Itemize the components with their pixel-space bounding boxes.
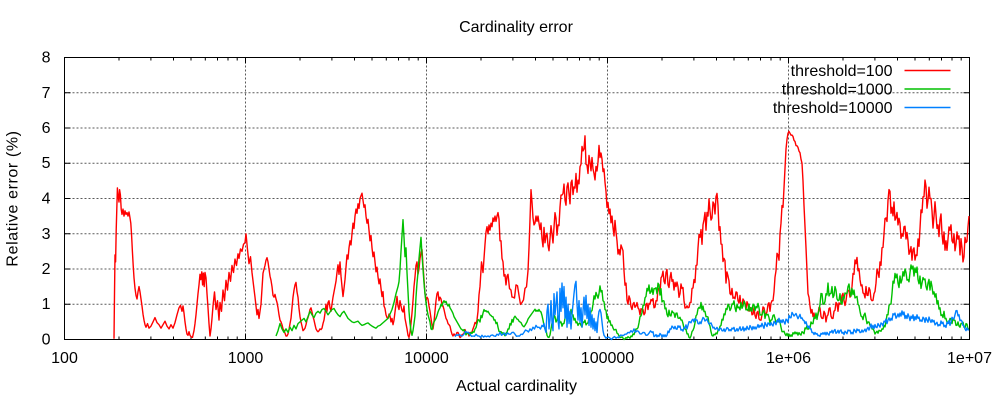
svg-text:100: 100 <box>51 350 78 367</box>
svg-text:threshold=10000: threshold=10000 <box>773 100 893 117</box>
svg-text:8: 8 <box>42 50 51 67</box>
svg-text:1000: 1000 <box>228 350 264 367</box>
svg-text:threshold=100: threshold=100 <box>791 63 893 80</box>
svg-text:100000: 100000 <box>581 350 634 367</box>
svg-text:threshold=1000: threshold=1000 <box>782 82 893 99</box>
svg-text:4: 4 <box>42 191 51 208</box>
svg-text:10000: 10000 <box>404 350 449 367</box>
svg-text:Actual cardinality: Actual cardinality <box>456 378 577 395</box>
svg-text:0: 0 <box>42 332 51 349</box>
svg-text:3: 3 <box>42 226 51 243</box>
svg-text:Cardinality error: Cardinality error <box>459 19 573 36</box>
svg-text:1e+06: 1e+06 <box>766 350 811 367</box>
svg-text:2: 2 <box>42 261 51 278</box>
svg-text:6: 6 <box>42 120 51 137</box>
svg-text:5: 5 <box>42 155 51 172</box>
svg-text:1: 1 <box>42 296 51 313</box>
svg-text:Relative error (%): Relative error (%) <box>5 130 22 266</box>
svg-text:1e+07: 1e+07 <box>947 350 992 367</box>
svg-text:7: 7 <box>42 85 51 102</box>
